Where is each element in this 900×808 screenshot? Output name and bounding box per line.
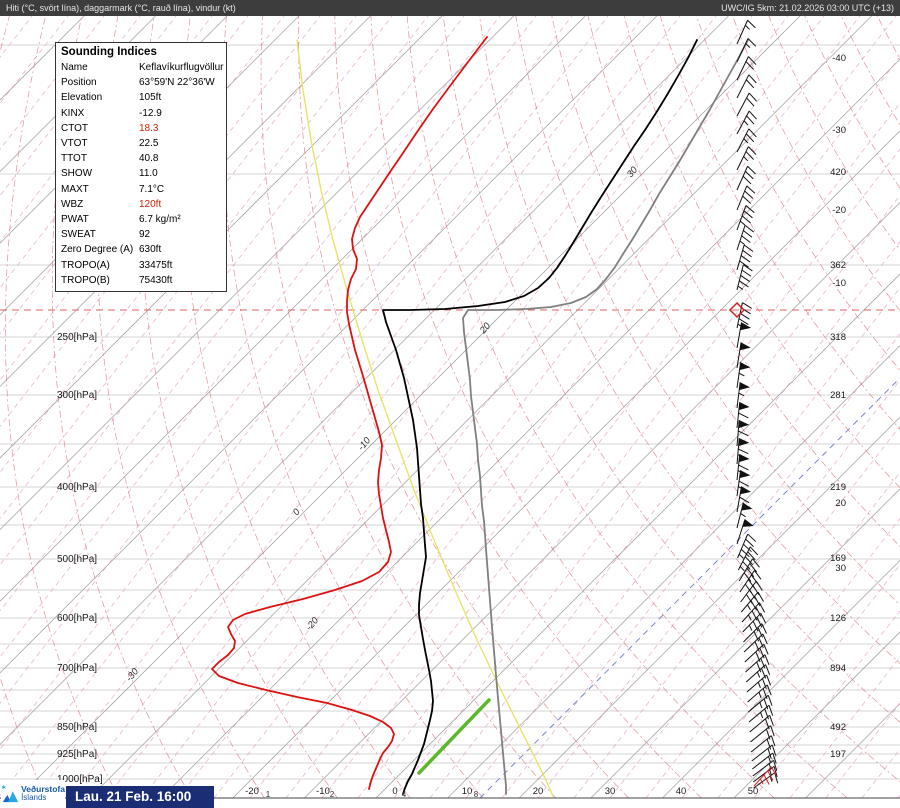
index-row: Position 63°59'N 22°36'W [61,77,215,89]
index-row: TROPO(A) 33475ft [61,259,173,271]
height-label: 492 [830,722,846,733]
right-temp-label: -40 [832,53,846,64]
met-office-logo-icon [1,784,19,803]
pressure-label: 300[hPa] [57,390,97,401]
pressure-label: 600[hPa] [57,613,97,624]
index-row: MAXT 7.1°C [61,183,165,195]
height-label: 420 [830,167,846,178]
mixing-ratio-label: 8 [474,790,479,799]
bottom-temp-label: 40 [676,786,687,797]
indices-title: Sounding Indices [61,46,157,58]
mixing-ratio-label: 1 [266,790,271,799]
right-temp-label: 30 [835,563,846,574]
logo-line2: Íslands [21,793,47,803]
wind-barbs [736,19,779,789]
index-row: SWEAT 92 [61,229,151,241]
bottom-temp-label: 30 [605,786,616,797]
index-row: Zero Degree (A) 630ft [61,244,162,256]
right-temp-label: 20 [835,498,846,509]
height-label: 169 [830,553,846,564]
height-label: 281 [830,390,846,401]
height-label: 197 [830,749,846,760]
index-row: SHOW 11.0 [61,168,158,180]
index-row: VTOT 22.5 [61,138,159,150]
height-label: 894 [830,663,846,674]
pressure-label: 850[hPa] [57,722,97,733]
bottom-temp-label: 50 [748,786,759,797]
pressure-label: 250[hPa] [57,332,97,343]
right-temp-label: -10 [832,278,846,289]
legend-text: Hiti (°C, svört lína), daggarmark (°C, r… [6,3,236,13]
pressure-label: 925[hPa] [57,749,97,760]
series-dewpoint_red [211,36,488,790]
index-row: TROPO(B) 75430ft [61,274,173,286]
series-aux_yellow [296,39,554,797]
height-label: 126 [830,613,846,624]
height-label: 362 [830,260,846,271]
mixing-ratio-label: 2 [330,790,335,799]
pressure-label: 400[hPa] [57,482,97,493]
logo-line1: Veðurstofa [21,783,65,794]
height-label: 219 [830,482,846,493]
met-office-logo: Veðurstofa Íslands [1,780,65,808]
series-shear_green [417,698,491,775]
index-row: Elevation 105ft [61,92,162,104]
index-row: Name Keflavíkurflugvöllur [61,62,224,73]
adiabat-label: -10 [356,435,374,453]
index-row: CTOT 18.3 [61,122,159,134]
pressure-label: 1000[hPa] [57,774,103,785]
pressure-label: 700[hPa] [57,663,97,674]
height-label: 318 [830,332,846,343]
indices-rows: Name Keflavíkurflugvöllur Position 63°59'N … [56,60,226,288]
adiabat-label: 20 [477,320,493,336]
top-bar: Hiti (°C, svört lína), daggarmark (°C, r… [0,0,900,16]
bottom-temp-label: 20 [533,786,544,797]
index-row: TTOT 40.8 [61,153,159,165]
sounding-indices-panel: Sounding Indices Name Keflavíkurflugvöllu… [55,42,227,293]
right-temp-label: -30 [832,125,846,136]
plot-area [0,16,900,798]
bottom-temp-label: 0 [392,786,397,797]
mixing-ratio-label: 4 [402,790,407,799]
series-reference_gray [462,39,749,795]
bottom-temp-label: -20 [245,786,259,797]
index-row: KINX -12.9 [61,107,162,119]
index-row: WBZ 120ft [61,198,162,210]
pressure-label: 500[hPa] [57,554,97,565]
adiabat-label: -30 [124,666,142,684]
model-run-text: UWC/IG 5km: 21.02.2026 03:00 UTC (+13) [721,3,894,13]
tropopause-marker [728,301,746,319]
bottom-temp-label: 10 [462,786,473,797]
series-temperature_black [382,39,698,795]
right-temp-label: -20 [832,205,846,216]
index-row: PWAT 6.7 kg/m² [61,214,181,226]
adiabat-label: 0 [291,506,303,518]
bottom-temp-label: -10 [316,786,330,797]
valid-time-badge: Lau. 21 Feb. 16:00 [66,786,214,808]
